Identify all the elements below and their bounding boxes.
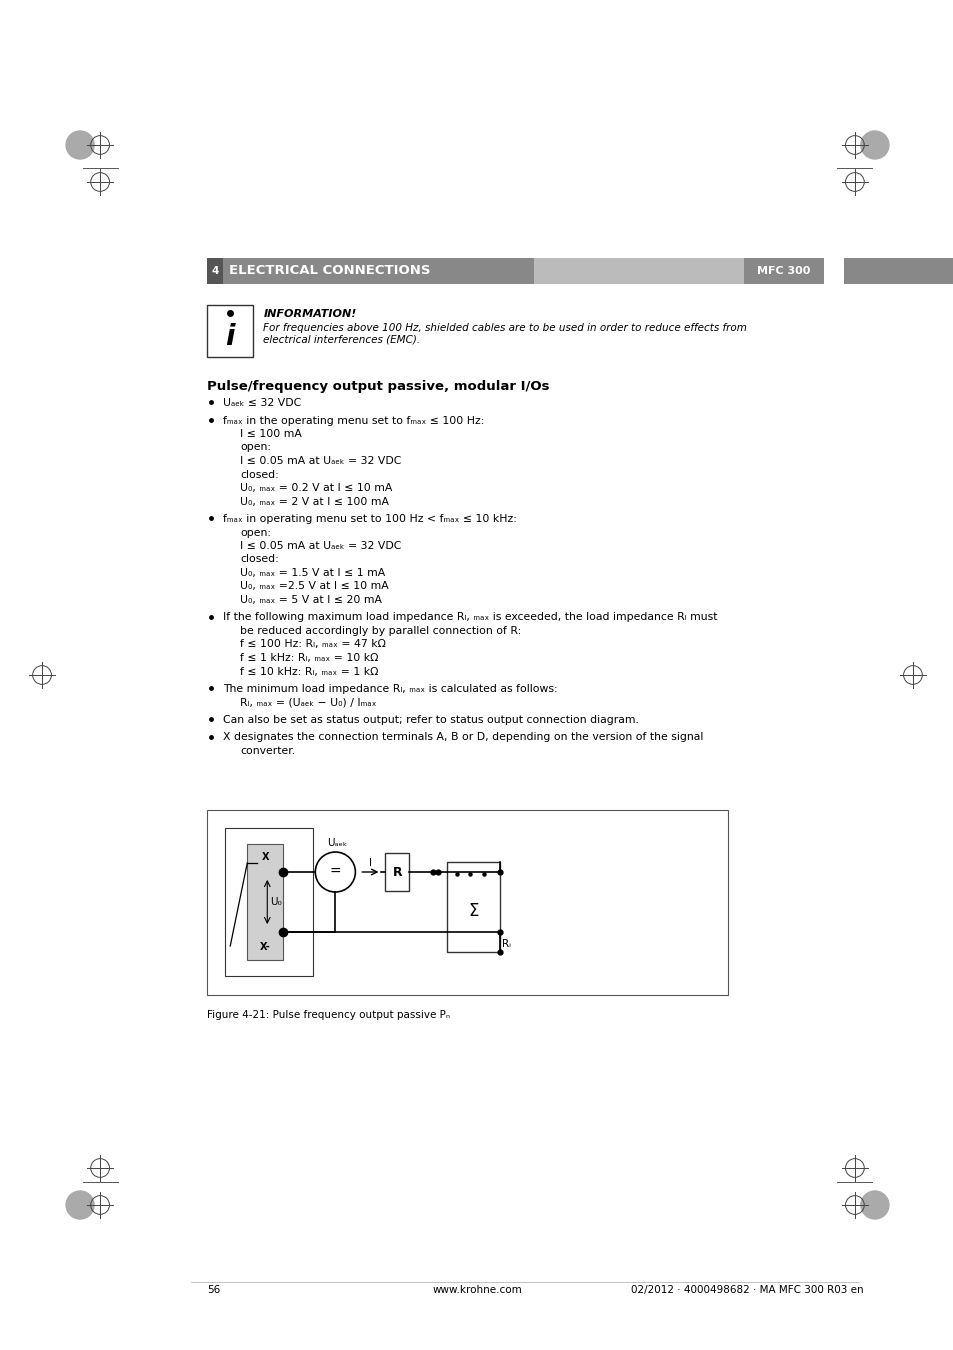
Text: X-: X-	[259, 942, 271, 952]
Text: f ≤ 1 kHz: Rₗ, ₘₐₓ = 10 kΩ: f ≤ 1 kHz: Rₗ, ₘₐₓ = 10 kΩ	[240, 653, 378, 663]
Bar	[207, 258, 223, 284]
Bar	[843, 258, 953, 284]
Bar	[533, 258, 743, 284]
Text: I ≤ 100 mA: I ≤ 100 mA	[240, 429, 302, 439]
Text: Can also be set as status output; refer to status output connection diagram.: Can also be set as status output; refer …	[223, 716, 639, 725]
Bar	[743, 258, 823, 284]
Bar	[385, 853, 409, 891]
Text: X: X	[261, 852, 269, 863]
Text: I ≤ 0.05 mA at Uₐₑₖ = 32 VDC: I ≤ 0.05 mA at Uₐₑₖ = 32 VDC	[240, 541, 401, 551]
Text: R: R	[393, 865, 402, 879]
Circle shape	[860, 131, 888, 159]
Bar	[447, 863, 499, 952]
Text: U₀: U₀	[270, 896, 282, 907]
Text: be reduced accordingly by parallel connection of R:: be reduced accordingly by parallel conne…	[240, 626, 521, 636]
Text: electrical interferences (EMC).: electrical interferences (EMC).	[263, 335, 420, 346]
Text: Figure 4-21: Pulse frequency output passive Pₙ: Figure 4-21: Pulse frequency output pass…	[207, 1010, 450, 1021]
Bar	[223, 258, 533, 284]
Text: converter.: converter.	[240, 747, 295, 756]
Text: 02/2012 · 4000498682 · MA MFC 300 R03 en: 02/2012 · 4000498682 · MA MFC 300 R03 en	[631, 1285, 863, 1295]
Text: Σ: Σ	[468, 902, 478, 919]
Bar	[247, 844, 283, 960]
Circle shape	[66, 1191, 94, 1219]
Bar	[225, 828, 313, 976]
Text: ELECTRICAL CONNECTIONS: ELECTRICAL CONNECTIONS	[229, 265, 431, 278]
Text: X designates the connection terminals A, B or D, depending on the version of the: X designates the connection terminals A,…	[223, 733, 703, 743]
Text: For frequencies above 100 Hz, shielded cables are to be used in order to reduce : For frequencies above 100 Hz, shielded c…	[263, 323, 746, 333]
Text: U₀, ₘₐₓ =2.5 V at I ≤ 10 mA: U₀, ₘₐₓ =2.5 V at I ≤ 10 mA	[240, 582, 389, 591]
Text: I ≤ 0.05 mA at Uₐₑₖ = 32 VDC: I ≤ 0.05 mA at Uₐₑₖ = 32 VDC	[240, 456, 401, 466]
Text: The minimum load impedance Rₗ, ₘₐₓ is calculated as follows:: The minimum load impedance Rₗ, ₘₐₓ is ca…	[223, 684, 558, 694]
Bar	[207, 810, 727, 995]
Text: Pulse/frequency output passive, modular I/Os: Pulse/frequency output passive, modular …	[207, 379, 549, 393]
Text: U₀, ₘₐₓ = 1.5 V at I ≤ 1 mA: U₀, ₘₐₓ = 1.5 V at I ≤ 1 mA	[240, 568, 385, 578]
Text: closed:: closed:	[240, 555, 278, 564]
Text: f ≤ 100 Hz: Rₗ, ₘₐₓ = 47 kΩ: f ≤ 100 Hz: Rₗ, ₘₐₓ = 47 kΩ	[240, 640, 386, 649]
Text: Rₗ, ₘₐₓ = (Uₐₑₖ − U₀) / Iₘₐₓ: Rₗ, ₘₐₓ = (Uₐₑₖ − U₀) / Iₘₐₓ	[240, 698, 376, 707]
Text: =: =	[329, 865, 341, 879]
Text: U₀, ₘₐₓ = 0.2 V at I ≤ 10 mA: U₀, ₘₐₓ = 0.2 V at I ≤ 10 mA	[240, 483, 393, 493]
Text: If the following maximum load impedance Rₗ, ₘₐₓ is exceeded, the load impedance : If the following maximum load impedance …	[223, 613, 717, 622]
Text: I: I	[369, 859, 372, 868]
Text: Uₐₑₖ ≤ 32 VDC: Uₐₑₖ ≤ 32 VDC	[223, 398, 301, 408]
Text: www.krohne.com: www.krohne.com	[432, 1285, 522, 1295]
Text: Uₐₑₖ: Uₐₑₖ	[327, 838, 347, 848]
Text: open:: open:	[240, 443, 271, 452]
Text: U₀, ₘₐₓ = 2 V at I ≤ 100 mA: U₀, ₘₐₓ = 2 V at I ≤ 100 mA	[240, 497, 389, 506]
Text: f ≤ 10 kHz: Rₗ, ₘₐₓ = 1 kΩ: f ≤ 10 kHz: Rₗ, ₘₐₓ = 1 kΩ	[240, 667, 378, 676]
Text: INFORMATION!: INFORMATION!	[263, 309, 356, 319]
Bar	[207, 305, 253, 356]
Text: U₀, ₘₐₓ = 5 V at I ≤ 20 mA: U₀, ₘₐₓ = 5 V at I ≤ 20 mA	[240, 595, 382, 605]
Text: 4: 4	[212, 266, 218, 275]
Text: closed:: closed:	[240, 470, 278, 479]
Text: fₘₐₓ in operating menu set to 100 Hz < fₘₐₓ ≤ 10 kHz:: fₘₐₓ in operating menu set to 100 Hz < f…	[223, 514, 517, 524]
Text: open:: open:	[240, 528, 271, 537]
Circle shape	[66, 131, 94, 159]
Text: i: i	[225, 323, 234, 351]
Circle shape	[860, 1191, 888, 1219]
Text: 56: 56	[207, 1285, 220, 1295]
Text: fₘₐₓ in the operating menu set to fₘₐₓ ≤ 100 Hz:: fₘₐₓ in the operating menu set to fₘₐₓ ≤…	[223, 416, 484, 425]
Text: MFC 300: MFC 300	[757, 266, 810, 275]
Text: Rᵢ: Rᵢ	[501, 940, 510, 949]
